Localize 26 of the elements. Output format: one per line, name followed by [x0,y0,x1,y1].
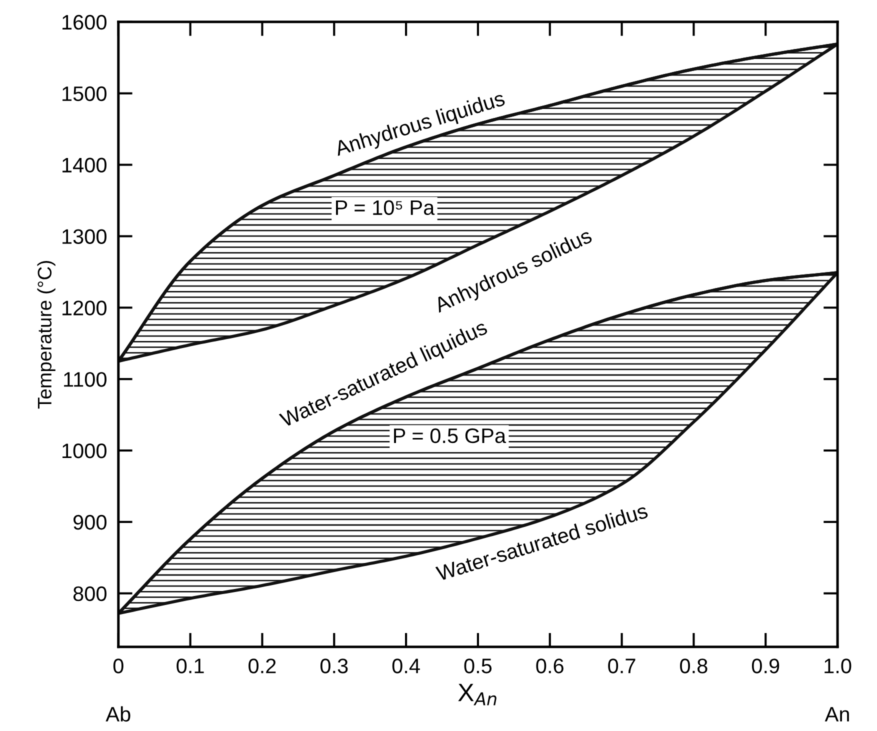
x-tick-label: 0.8 [680,658,708,674]
x-tick-label: 0.4 [392,658,420,674]
y-tick-label: 800 [73,586,106,602]
y-tick-label: 900 [74,514,106,530]
x-tick-label: 0.5 [464,658,492,674]
x-tick-label: 1.0 [824,658,852,674]
annotation: P = 10⁵ Pa [336,200,435,216]
y-tick-label: 1400 [62,158,106,173]
x-tick-label: 0.6 [536,658,564,674]
y-tick-label: 1600 [62,14,106,30]
x-tick-label: 0 [113,658,124,674]
y-axis-title: Temperature (°C) [37,260,56,409]
y-tick-label: 1300 [62,229,106,244]
x-tick-label: 0.2 [248,658,276,674]
text: Ab [106,706,130,722]
x-axis-title: X$_{An}$ [458,684,496,706]
x-tick-label: 0.7 [608,658,636,674]
x-tick-label: 0.9 [752,658,780,674]
x-tick-label: 0.1 [176,658,204,674]
text: An [824,707,849,722]
y-tick-label: 1500 [62,86,106,102]
x-tick-label: 0.3 [320,658,348,674]
y-tick-label: 1100 [64,372,106,387]
y-tick-label: 1000 [62,444,106,458]
annotation: P = 0.5 GPa [394,428,506,444]
y-tick-label: 1200 [62,300,106,316]
